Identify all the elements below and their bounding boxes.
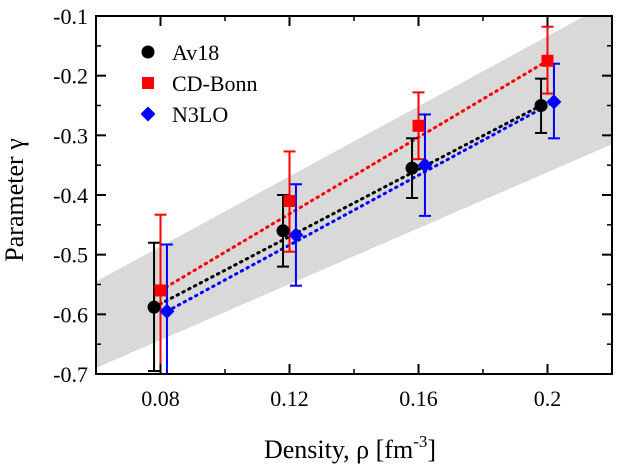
x-axis-title: Density, ρ [fm-3]: [264, 432, 436, 464]
legend-item-av18: Av18: [141, 40, 219, 65]
point-n3lo-2: [417, 157, 433, 173]
x-tick-label: 0.2: [534, 386, 562, 411]
legend-marker-n3lo: [140, 106, 156, 122]
fit-line-av18: [152, 104, 543, 309]
fit-line-n3lo: [165, 100, 556, 313]
x-axis-title-suffix: ]: [427, 435, 436, 464]
y-tick-label: -0.7: [53, 362, 88, 387]
x-tick-label: 0.08: [141, 386, 180, 411]
legend-marker-cd-bonn: [142, 77, 154, 89]
point-av18-3: [534, 99, 548, 112]
legend-label-cd-bonn: CD-Bonn: [172, 71, 258, 96]
point-cd-bonn-3: [541, 54, 554, 67]
x-axis-title-main: Density, ρ [fm: [264, 435, 413, 464]
y-tick-label: -0.6: [53, 302, 88, 327]
y-tick-label: -0.4: [53, 183, 88, 208]
y-tick-label: -0.1: [53, 4, 88, 29]
point-n3lo-3: [546, 94, 562, 110]
point-n3lo-1: [288, 227, 304, 243]
x-tick-label: 0.12: [270, 386, 309, 411]
point-av18-0: [147, 300, 161, 314]
point-av18-2: [405, 161, 419, 175]
y-tick-label: -0.2: [53, 64, 88, 89]
legend-label-n3lo: N3LO: [172, 102, 228, 127]
point-n3lo-0: [159, 303, 175, 319]
point-av18-1: [276, 224, 290, 238]
legend-marker-av18: [141, 45, 155, 59]
y-tick-label: -0.3: [53, 123, 88, 148]
point-cd-bonn-2: [412, 119, 425, 132]
point-cd-bonn-0: [154, 284, 167, 297]
y-axis-title: Parameter γ: [0, 138, 29, 261]
x-tick-label: 0.16: [399, 386, 438, 411]
legend-item-cd-bonn: CD-Bonn: [142, 71, 258, 96]
legend-item-n3lo: N3LO: [140, 102, 228, 127]
legend-label-av18: Av18: [172, 40, 219, 65]
y-tick-label: -0.5: [53, 243, 88, 268]
point-cd-bonn-1: [283, 194, 296, 207]
x-axis-title-superscript: -3: [413, 432, 427, 451]
